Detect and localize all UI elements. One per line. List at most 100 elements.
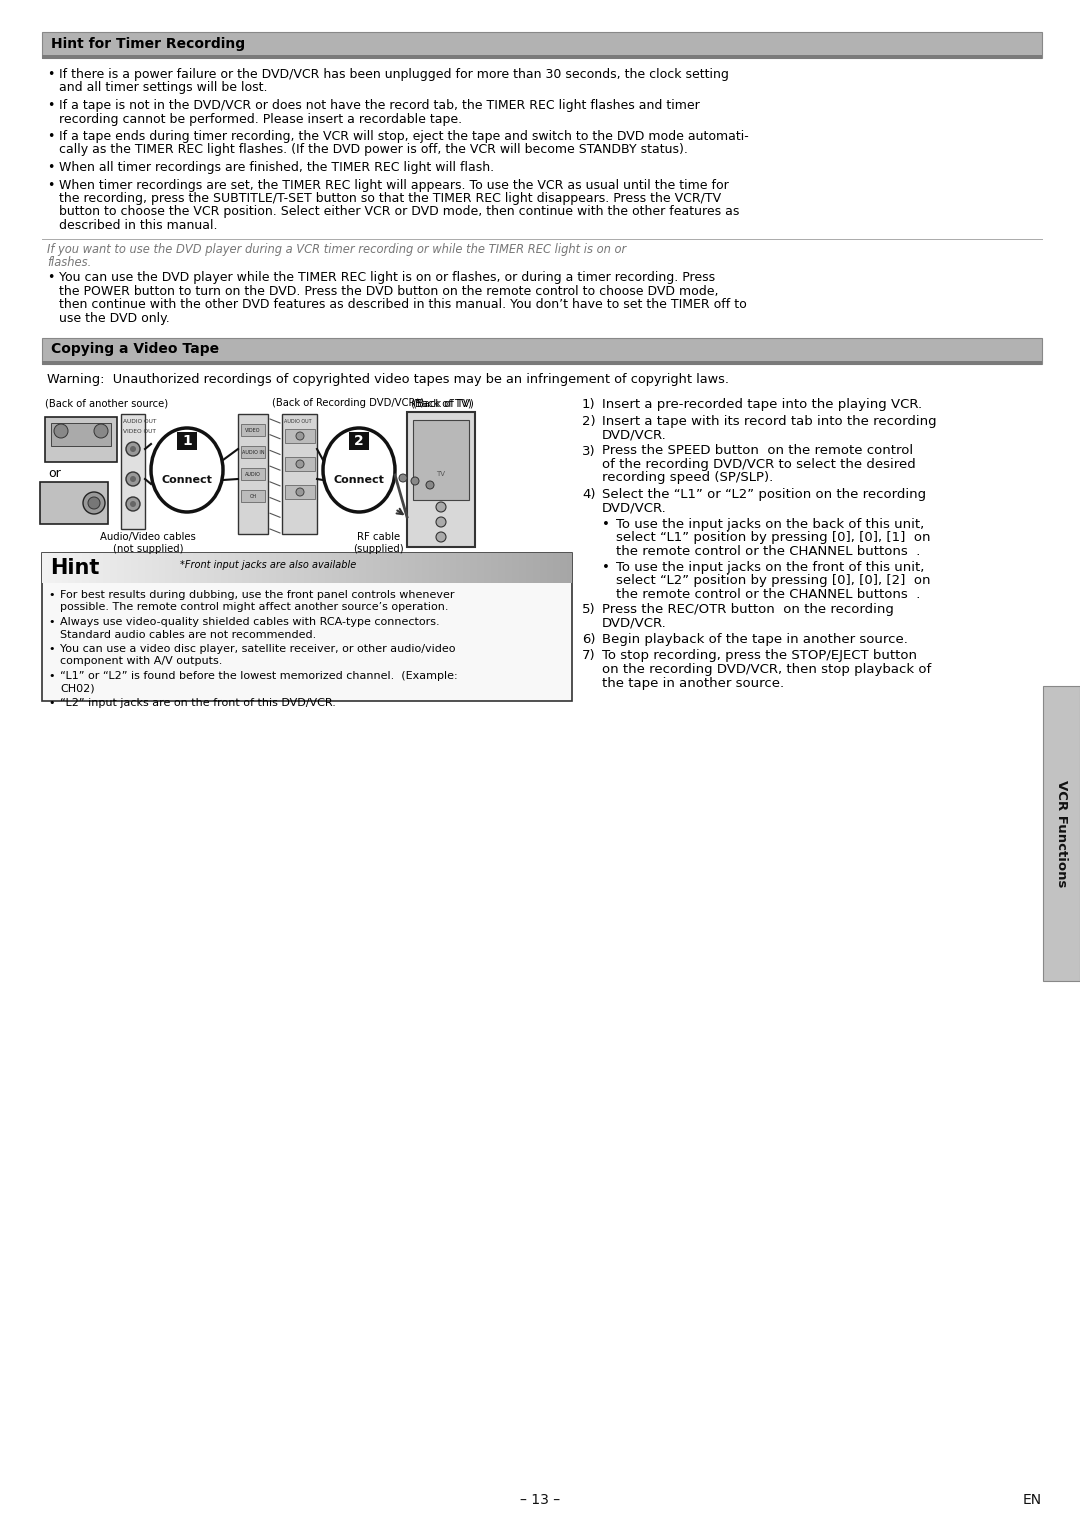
Text: VIDEO OUT: VIDEO OUT [123,429,156,433]
Circle shape [54,424,68,438]
Text: Insert a pre-recorded tape into the playing VCR.: Insert a pre-recorded tape into the play… [602,398,922,410]
Text: recording speed (SP/SLP).: recording speed (SP/SLP). [602,472,773,484]
Text: You can use the DVD player while the TIMER REC light is on or flashes, or during: You can use the DVD player while the TIM… [59,272,715,284]
Text: Press the SPEED button  on the remote control: Press the SPEED button on the remote con… [602,444,913,458]
Text: the POWER button to turn on the DVD. Press the DVD button on the remote control : the POWER button to turn on the DVD. Pre… [59,285,718,298]
Text: Standard audio cables are not recommended.: Standard audio cables are not recommende… [60,630,316,639]
Bar [349,432,369,450]
Text: •: • [48,69,54,81]
Text: (Back of TV): (Back of TV) [414,398,474,407]
Text: RF cable: RF cable [357,533,401,542]
Text: You can use a video disc player, satellite receiver, or other audio/video: You can use a video disc player, satelli… [60,644,456,655]
Bar [241,468,265,481]
Bar [42,55,1042,60]
Text: component with A/V outputs.: component with A/V outputs. [60,656,222,667]
Text: •: • [602,517,610,531]
Bar [177,432,197,450]
Text: •: • [48,697,54,708]
Text: or: or [48,467,60,481]
Text: 1): 1) [582,398,596,410]
Text: AUDIO OUT: AUDIO OUT [123,420,157,424]
Text: DVD/VCR.: DVD/VCR. [602,617,666,630]
Text: If a tape ends during timer recording, the VCR will stop, eject the tape and swi: If a tape ends during timer recording, t… [59,130,748,143]
Circle shape [130,476,136,482]
Ellipse shape [151,427,222,513]
Text: EN: EN [1023,1492,1042,1508]
Text: If you want to use the DVD player during a VCR timer recording or while the TIME: If you want to use the DVD player during… [48,244,626,256]
Text: 2): 2) [582,415,596,427]
Text: •: • [48,179,54,191]
Text: – 13 –: – 13 – [519,1492,561,1508]
Circle shape [126,443,140,456]
Circle shape [83,491,105,514]
Text: 2: 2 [354,433,364,449]
Text: •: • [48,162,54,174]
Circle shape [130,446,136,452]
Text: select “L2” position by pressing [0], [0], [2]  on: select “L2” position by pressing [0], [0… [616,574,931,588]
Text: on the recording DVD/VCR, then stop playback of: on the recording DVD/VCR, then stop play… [602,662,931,676]
Text: •: • [48,272,54,284]
Text: Copying a Video Tape: Copying a Video Tape [51,342,219,357]
Bar [42,552,572,700]
Text: •: • [48,671,54,681]
Bar [51,423,111,446]
Bar [241,490,265,502]
Text: •: • [48,591,54,600]
Bar [285,456,315,472]
Text: select “L1” position by pressing [0], [0], [1]  on: select “L1” position by pressing [0], [0… [616,531,931,545]
Text: Begin playback of the tape in another source.: Begin playback of the tape in another so… [602,633,908,645]
Text: For best results during dubbing, use the front panel controls whenever: For best results during dubbing, use the… [60,591,455,600]
Text: AUDIO: AUDIO [245,472,261,476]
Text: •: • [48,130,54,143]
Circle shape [399,475,407,482]
Text: CH02): CH02) [60,684,95,693]
Text: (supplied): (supplied) [353,543,404,554]
Text: flashes.: flashes. [48,256,91,269]
Bar [241,424,265,436]
Text: If a tape is not in the DVD/VCR or does not have the record tab, the TIMER REC l: If a tape is not in the DVD/VCR or does … [59,99,700,111]
Text: recording cannot be performed. Please insert a recordable tape.: recording cannot be performed. Please in… [59,113,462,125]
Text: *Front input jacks are also available: *Front input jacks are also available [180,560,356,571]
Circle shape [436,533,446,542]
Text: the tape in another source.: the tape in another source. [602,676,784,690]
Circle shape [126,497,140,511]
Bar [45,417,117,462]
Text: DVD/VCR.: DVD/VCR. [602,502,666,514]
Text: If there is a power failure or the DVD/VCR has been unplugged for more than 30 s: If there is a power failure or the DVD/V… [59,69,729,81]
Bar [121,414,145,530]
Text: Audio/Video cables: Audio/Video cables [100,533,195,542]
Text: Always use video-quality shielded cables with RCA-type connectors.: Always use video-quality shielded cables… [60,617,440,627]
Text: (Back of TV): (Back of TV) [410,398,471,407]
Text: and all timer settings will be lost.: and all timer settings will be lost. [59,81,268,95]
Text: AUDIO IN: AUDIO IN [242,450,265,455]
Bar [238,414,268,534]
Text: AUDIO OUT: AUDIO OUT [284,420,312,424]
Text: DVD/VCR.: DVD/VCR. [602,427,666,441]
Text: Connect: Connect [162,475,213,485]
Bar [42,360,1042,365]
Text: (Back of another source): (Back of another source) [45,398,168,407]
Text: button to choose the VCR position. Select either VCR or DVD mode, then continue : button to choose the VCR position. Selec… [59,206,740,218]
Circle shape [296,432,303,439]
Text: Hint for Timer Recording: Hint for Timer Recording [51,37,245,50]
Text: Warning:  Unauthorized recordings of copyrighted video tapes may be an infringem: Warning: Unauthorized recordings of copy… [48,374,729,386]
Circle shape [436,502,446,513]
Text: possible. The remote control might affect another source’s operation.: possible. The remote control might affec… [60,603,448,612]
Text: To use the input jacks on the front of this unit,: To use the input jacks on the front of t… [616,560,924,574]
Text: When all timer recordings are finished, the TIMER REC light will flash.: When all timer recordings are finished, … [59,162,495,174]
Text: VCR Functions: VCR Functions [1055,780,1068,887]
Circle shape [87,497,100,510]
Circle shape [130,501,136,507]
Text: 7): 7) [582,650,596,662]
Text: When timer recordings are set, the TIMER REC light will appears. To use the VCR : When timer recordings are set, the TIMER… [59,179,729,191]
Text: (Back of Recording DVD/VCR*): (Back of Recording DVD/VCR*) [272,398,424,407]
Bar [42,337,1042,363]
Text: To stop recording, press the STOP/EJECT button: To stop recording, press the STOP/EJECT … [602,650,917,662]
Circle shape [296,488,303,496]
Bar [241,446,265,458]
Circle shape [411,478,419,485]
Bar [1043,687,1080,981]
Circle shape [426,481,434,488]
Text: •: • [602,560,610,574]
Text: cally as the TIMER REC light flashes. (If the DVD power is off, the VCR will bec: cally as the TIMER REC light flashes. (I… [59,143,688,157]
